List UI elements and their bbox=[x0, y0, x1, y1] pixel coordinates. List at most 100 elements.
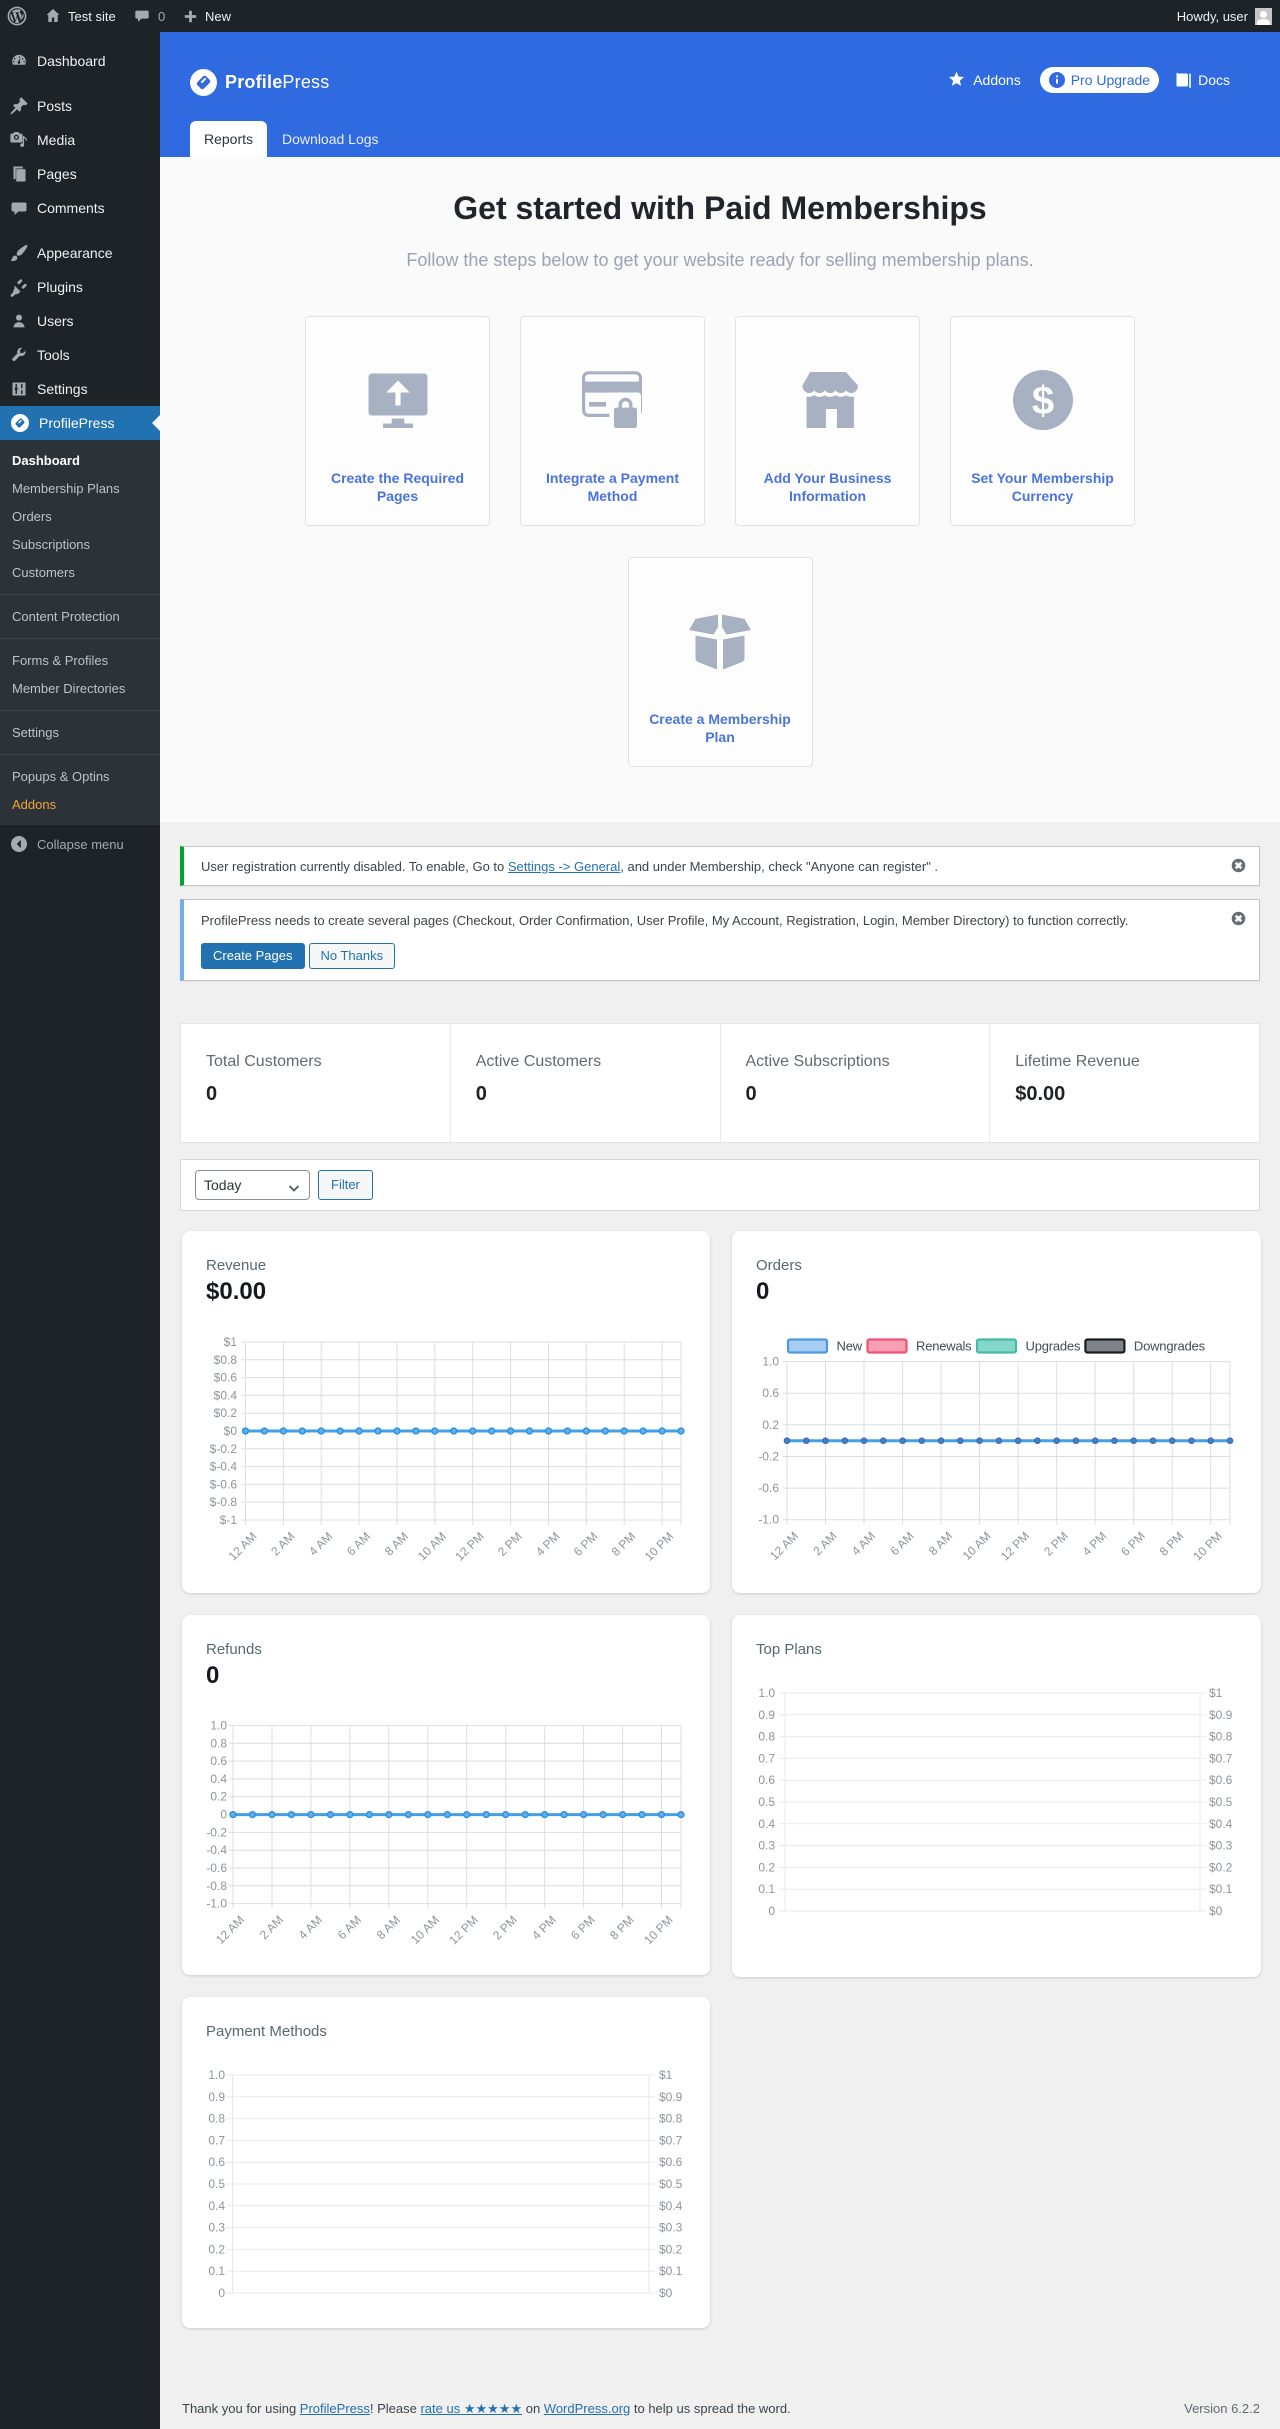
svg-text:8 AM: 8 AM bbox=[374, 1913, 403, 1942]
svg-text:8 PM: 8 PM bbox=[1157, 1529, 1187, 1559]
svg-text:$0.8: $0.8 bbox=[214, 1353, 238, 1367]
svg-text:0.2: 0.2 bbox=[762, 1418, 779, 1432]
svg-text:0: 0 bbox=[768, 1904, 775, 1918]
svg-text:2 PM: 2 PM bbox=[490, 1913, 520, 1943]
svg-text:$0.2: $0.2 bbox=[659, 2242, 683, 2256]
svg-text:6 PM: 6 PM bbox=[571, 1529, 601, 1559]
svg-text:8 PM: 8 PM bbox=[607, 1913, 637, 1943]
svg-text:-0.2: -0.2 bbox=[206, 1825, 227, 1839]
svg-text:$0.5: $0.5 bbox=[1209, 1795, 1233, 1809]
svg-text:-0.8: -0.8 bbox=[206, 1879, 227, 1893]
svg-text:6 PM: 6 PM bbox=[568, 1913, 598, 1943]
svg-text:0: 0 bbox=[220, 1808, 227, 1822]
svg-text:$0: $0 bbox=[224, 1424, 238, 1438]
svg-text:0.1: 0.1 bbox=[208, 2264, 225, 2278]
svg-text:8 AM: 8 AM bbox=[926, 1529, 955, 1558]
svg-text:0.6: 0.6 bbox=[208, 2155, 225, 2169]
svg-text:$0.2: $0.2 bbox=[1209, 1860, 1233, 1874]
svg-text:6 AM: 6 AM bbox=[344, 1529, 373, 1558]
svg-text:-1.0: -1.0 bbox=[206, 1897, 227, 1911]
svg-text:-0.6: -0.6 bbox=[758, 1481, 779, 1495]
svg-text:$0: $0 bbox=[1209, 1904, 1223, 1918]
svg-text:$0.6: $0.6 bbox=[1209, 1773, 1233, 1787]
svg-text:$0: $0 bbox=[659, 2286, 673, 2300]
svg-text:Upgrades: Upgrades bbox=[1026, 1339, 1081, 1354]
svg-text:2 PM: 2 PM bbox=[495, 1529, 525, 1559]
svg-text:$0.4: $0.4 bbox=[1209, 1817, 1233, 1831]
svg-text:8 PM: 8 PM bbox=[609, 1529, 639, 1559]
svg-text:1.0: 1.0 bbox=[762, 1355, 779, 1369]
svg-text:2 AM: 2 AM bbox=[810, 1529, 839, 1558]
svg-text:$0.2: $0.2 bbox=[214, 1406, 238, 1420]
svg-text:$0.9: $0.9 bbox=[1209, 1708, 1233, 1722]
svg-text:10 PM: 10 PM bbox=[1190, 1529, 1224, 1563]
svg-text:-0.2: -0.2 bbox=[758, 1450, 779, 1464]
svg-text:0.4: 0.4 bbox=[758, 1817, 775, 1831]
svg-text:10 PM: 10 PM bbox=[641, 1913, 675, 1947]
svg-text:0.4: 0.4 bbox=[210, 1772, 227, 1786]
svg-text:0.5: 0.5 bbox=[208, 2177, 225, 2191]
svg-text:0.2: 0.2 bbox=[210, 1790, 227, 1804]
svg-text:4 AM: 4 AM bbox=[296, 1913, 325, 1942]
svg-text:$0.8: $0.8 bbox=[659, 2112, 683, 2126]
svg-text:$0.3: $0.3 bbox=[1209, 1839, 1233, 1853]
svg-text:4 AM: 4 AM bbox=[306, 1529, 335, 1558]
svg-text:4 PM: 4 PM bbox=[1080, 1529, 1110, 1559]
svg-text:10 AM: 10 AM bbox=[415, 1529, 449, 1563]
svg-text:$-0.2: $-0.2 bbox=[210, 1442, 238, 1456]
svg-text:2 AM: 2 AM bbox=[257, 1913, 286, 1942]
svg-text:1.0: 1.0 bbox=[208, 2068, 225, 2082]
svg-text:0.9: 0.9 bbox=[758, 1708, 775, 1722]
svg-text:0.8: 0.8 bbox=[208, 2112, 225, 2126]
svg-text:$0.6: $0.6 bbox=[214, 1371, 238, 1385]
svg-text:$0.8: $0.8 bbox=[1209, 1730, 1233, 1744]
svg-text:0.8: 0.8 bbox=[758, 1730, 775, 1744]
svg-text:12 AM: 12 AM bbox=[767, 1529, 801, 1563]
svg-text:$-1: $-1 bbox=[220, 1513, 238, 1527]
svg-text:$0.4: $0.4 bbox=[214, 1388, 238, 1402]
svg-text:$0.3: $0.3 bbox=[659, 2221, 683, 2235]
svg-text:12 PM: 12 PM bbox=[446, 1913, 480, 1947]
svg-text:0.7: 0.7 bbox=[208, 2133, 225, 2147]
svg-text:2 AM: 2 AM bbox=[268, 1529, 297, 1558]
svg-text:$1: $1 bbox=[659, 2068, 673, 2082]
svg-text:2 PM: 2 PM bbox=[1041, 1529, 1071, 1559]
svg-text:0.7: 0.7 bbox=[758, 1751, 775, 1765]
svg-text:10 PM: 10 PM bbox=[642, 1529, 676, 1563]
svg-text:$0.4: $0.4 bbox=[659, 2199, 683, 2213]
svg-text:4 PM: 4 PM bbox=[533, 1529, 563, 1559]
svg-text:1.0: 1.0 bbox=[758, 1686, 775, 1700]
svg-text:0.3: 0.3 bbox=[758, 1839, 775, 1853]
svg-text:New: New bbox=[837, 1339, 863, 1354]
svg-text:$: $ bbox=[1031, 379, 1053, 423]
svg-text:4 PM: 4 PM bbox=[529, 1913, 559, 1943]
svg-text:4 AM: 4 AM bbox=[849, 1529, 878, 1558]
svg-text:Renewals: Renewals bbox=[916, 1339, 972, 1354]
svg-text:$-0.8: $-0.8 bbox=[210, 1495, 238, 1509]
svg-text:1.0: 1.0 bbox=[210, 1719, 227, 1733]
svg-text:10 AM: 10 AM bbox=[960, 1529, 994, 1563]
svg-text:$0.9: $0.9 bbox=[659, 2090, 683, 2104]
svg-text:0.6: 0.6 bbox=[758, 1773, 775, 1787]
svg-text:12 AM: 12 AM bbox=[226, 1529, 260, 1563]
svg-text:$0.1: $0.1 bbox=[1209, 1882, 1233, 1896]
svg-text:$0.7: $0.7 bbox=[1209, 1751, 1233, 1765]
svg-text:$0.7: $0.7 bbox=[659, 2133, 683, 2147]
svg-text:$1: $1 bbox=[1209, 1686, 1223, 1700]
svg-text:$1: $1 bbox=[224, 1335, 238, 1349]
svg-text:0.4: 0.4 bbox=[208, 2199, 225, 2213]
svg-text:6 PM: 6 PM bbox=[1118, 1529, 1148, 1559]
svg-text:0.6: 0.6 bbox=[762, 1386, 779, 1400]
svg-text:12 PM: 12 PM bbox=[998, 1529, 1032, 1563]
svg-text:12 PM: 12 PM bbox=[452, 1529, 486, 1563]
svg-text:6 AM: 6 AM bbox=[335, 1913, 364, 1942]
svg-text:$0.6: $0.6 bbox=[659, 2155, 683, 2169]
svg-text:-0.6: -0.6 bbox=[206, 1861, 227, 1875]
svg-text:$0.1: $0.1 bbox=[659, 2264, 683, 2278]
svg-text:$-0.6: $-0.6 bbox=[210, 1477, 238, 1491]
svg-text:0.1: 0.1 bbox=[758, 1882, 775, 1896]
svg-text:0.3: 0.3 bbox=[208, 2221, 225, 2235]
svg-text:-1.0: -1.0 bbox=[758, 1513, 779, 1527]
svg-text:0.8: 0.8 bbox=[210, 1736, 227, 1750]
svg-text:Downgrades: Downgrades bbox=[1134, 1339, 1206, 1354]
